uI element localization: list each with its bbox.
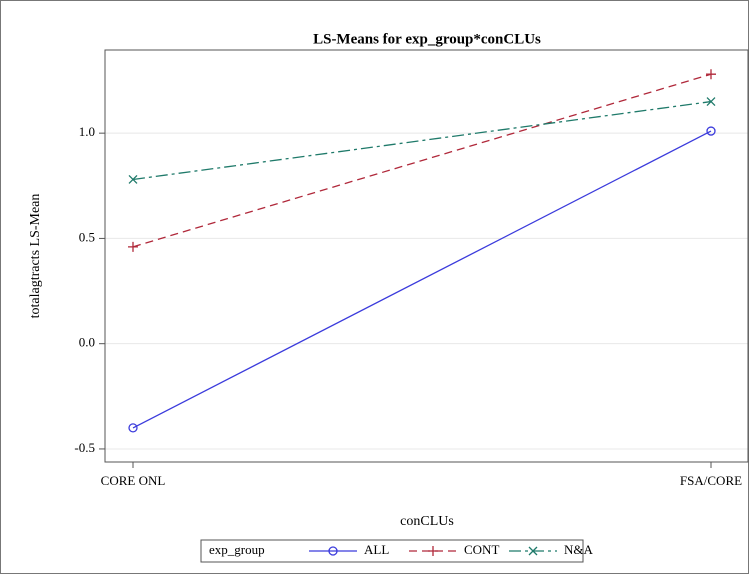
marker-circle — [328, 546, 338, 556]
marker — [706, 126, 716, 136]
chart-title: LS-Means for exp_group*conCLUs — [313, 31, 541, 47]
y-tick-label: 1.0 — [79, 124, 95, 139]
marker — [128, 175, 138, 184]
y-tick-label: 0.0 — [79, 335, 95, 350]
series-line — [132, 73, 712, 248]
legend-label: CONT — [464, 542, 499, 557]
marker — [128, 241, 138, 252]
marker — [706, 97, 716, 107]
plot-frame — [104, 49, 749, 463]
legend-label: N&A — [564, 542, 594, 557]
marker-x — [528, 546, 538, 556]
marker — [328, 546, 338, 556]
marker-x — [706, 97, 716, 107]
x-tick-label: CORE ONL — [101, 473, 166, 488]
x-tick-label: FSA/CORE — [680, 473, 742, 488]
legend-title: exp_group — [209, 542, 265, 557]
y-tick-label: 0.5 — [79, 229, 95, 244]
marker-circle — [706, 126, 716, 136]
marker — [528, 546, 538, 556]
marker-circle — [128, 423, 138, 433]
marker — [706, 69, 716, 80]
series-line — [132, 100, 712, 181]
series-line — [132, 130, 712, 429]
marker — [128, 423, 138, 433]
legend-label: ALL — [364, 542, 389, 557]
marker-plus — [428, 546, 438, 556]
x-axis-label: conCLUs — [400, 514, 454, 529]
y-tick-label: -0.5 — [74, 440, 95, 455]
marker-x — [128, 175, 138, 184]
marker-plus — [128, 241, 138, 252]
marker-plus — [706, 69, 716, 80]
legend-box — [200, 539, 584, 563]
marker — [428, 546, 438, 556]
y-axis-label: totalagtracts LS-Mean — [28, 194, 43, 319]
